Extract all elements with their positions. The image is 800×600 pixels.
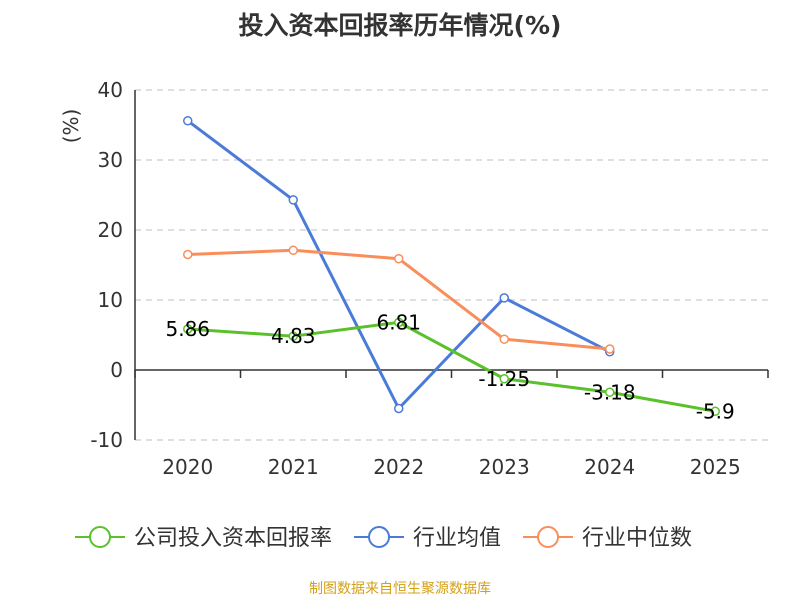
y-tick-label: 40 [98, 78, 123, 102]
legend-item-0: 公司投入资本回报率 [75, 526, 332, 551]
data-label: -3.18 [584, 380, 636, 404]
data-labels: 5.86 4.83 6.81 -1.25 -3.18 -5.9 [165, 310, 734, 423]
x-tick-label: 2020 [162, 455, 213, 479]
data-label: 4.83 [271, 324, 316, 348]
y-tick-label: 10 [98, 288, 123, 312]
x-tick-label: 2021 [268, 455, 319, 479]
data-point [499, 334, 509, 344]
source-note: 制图数据来自恒生聚源数据库 [309, 581, 491, 597]
data-point [288, 331, 298, 341]
legend: 公司投入资本回报率 行业均值 行业中位数 [75, 526, 692, 551]
y-tick-label: 0 [110, 358, 123, 382]
y-tick-label: -10 [90, 428, 123, 452]
data-point [183, 324, 193, 334]
legend-label: 公司投入资本回报率 [134, 526, 332, 551]
series-0 [183, 317, 720, 417]
x-tick-label: 2024 [584, 455, 635, 479]
legend-marker [537, 526, 560, 548]
data-point [394, 317, 404, 328]
legend-item-1: 行业均值 [354, 526, 501, 551]
data-label: 5.86 [165, 317, 210, 341]
series-line [187, 320, 716, 413]
x-tick-label: 2025 [690, 455, 741, 479]
chart-title: 投入资本回报率历年情况(%) [238, 11, 562, 40]
legend-label: 行业中位数 [582, 526, 692, 551]
gridlines [135, 89, 768, 441]
series-2 [183, 245, 615, 354]
y-tick-label: 20 [98, 218, 123, 242]
data-point [605, 344, 615, 354]
data-point [499, 374, 509, 384]
x-tick-label: 2022 [373, 455, 424, 479]
data-point [183, 249, 193, 260]
data-point [288, 195, 298, 205]
x-tick-label: 2023 [479, 455, 530, 479]
data-point [288, 245, 298, 256]
series-line [186, 119, 611, 410]
legend-item-2: 行业中位数 [523, 526, 692, 551]
data-point [394, 403, 404, 414]
legend-marker [368, 526, 391, 548]
axes: -10 0 10 20 30 40 2020 2021 2022 2023 2024 2025 [90, 78, 769, 479]
y-tick-label: 30 [98, 148, 123, 172]
series-layer [183, 116, 720, 417]
y-axis-unit-label: (%) [59, 109, 83, 144]
data-point [394, 253, 404, 264]
legend-marker [89, 526, 111, 548]
data-label: -1.25 [478, 367, 530, 391]
data-point [605, 387, 615, 398]
data-point [183, 116, 193, 126]
legend-label: 行业均值 [413, 526, 501, 551]
data-point [499, 293, 509, 303]
data-label: -5.9 [696, 399, 735, 423]
series-1 [183, 116, 615, 414]
data-point [710, 406, 720, 417]
data-label: 6.81 [376, 310, 421, 334]
